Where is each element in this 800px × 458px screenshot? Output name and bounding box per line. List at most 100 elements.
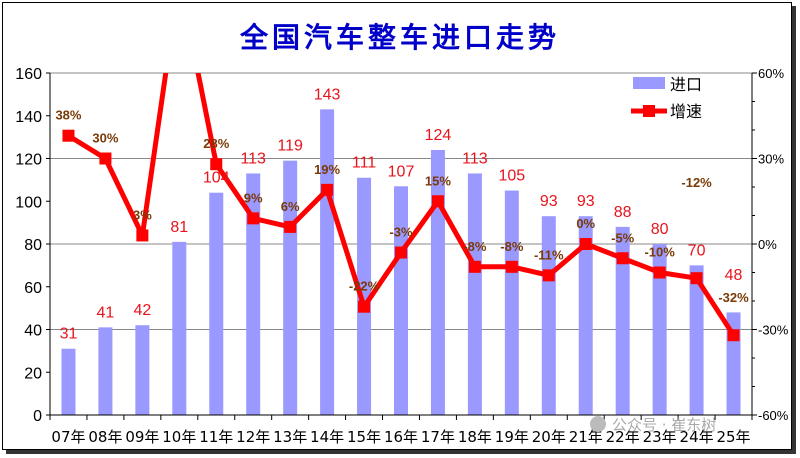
bar-value-label: 88	[614, 204, 632, 221]
chart-title: 全国汽车整车进口走势	[239, 21, 560, 54]
x-tick-label: 19年	[495, 428, 529, 446]
growth-value-label: -32%	[718, 290, 749, 305]
bar-value-label: 107	[388, 163, 415, 180]
y-tick-label: 100	[15, 194, 42, 211]
x-tick-label: 22年	[606, 428, 640, 446]
x-tick-label: 10年	[162, 428, 196, 446]
growth-value-label: -3%	[389, 225, 413, 240]
legend-bar-swatch	[633, 77, 665, 89]
y-right-tick-label: -30%	[758, 323, 789, 338]
x-tick-label: 15年	[347, 428, 381, 446]
y-tick-label: 0	[33, 408, 42, 425]
growth-marker	[616, 252, 629, 265]
growth-marker	[321, 183, 334, 196]
y-right-tick-label: 30%	[758, 152, 784, 167]
x-tick-label: 11年	[199, 428, 233, 446]
bar	[246, 173, 261, 415]
y-right-tick-label: -60%	[758, 408, 789, 423]
growth-marker	[468, 260, 481, 273]
y-tick-label: 20	[24, 365, 42, 382]
x-tick-label: 08年	[88, 428, 122, 446]
bar-value-label: 113	[462, 150, 488, 167]
bar-value-label: 111	[352, 155, 376, 172]
x-tick-label: 16年	[384, 428, 418, 446]
bar-value-label: 93	[577, 193, 595, 210]
bar-value-label: 93	[540, 193, 558, 210]
legend-label-import: 进口	[670, 75, 702, 94]
growth-marker	[62, 129, 75, 142]
growth-marker	[579, 238, 592, 250]
y-tick-label: 80	[24, 237, 42, 254]
bar-value-label: 124	[425, 127, 452, 144]
x-tick-label: 25年	[716, 428, 750, 446]
bar	[61, 348, 76, 415]
bar-value-label: 41	[97, 304, 115, 321]
legend-label-growth: 增速	[670, 102, 702, 121]
bar-value-label: 119	[277, 138, 303, 155]
growth-marker	[358, 300, 371, 313]
x-tick-label: 09年	[125, 428, 159, 446]
growth-marker	[99, 152, 112, 165]
growth-value-label: 30%	[92, 131, 118, 146]
bar	[615, 226, 630, 415]
bar-value-label: 113	[240, 150, 266, 167]
bar	[394, 186, 408, 415]
growth-value-label: 3%	[133, 207, 152, 222]
growth-marker	[395, 246, 407, 259]
y-tick-label: 60	[24, 280, 42, 297]
growth-marker	[431, 195, 444, 208]
bar	[430, 149, 445, 415]
bar-value-label: 42	[133, 302, 151, 319]
growth-value-label: -12%	[681, 175, 712, 190]
x-tick-label: 07年	[51, 428, 85, 446]
growth-marker	[136, 229, 149, 242]
growth-value-label: -22%	[349, 279, 380, 294]
growth-value-label: 6%	[281, 199, 300, 214]
watermark: 公众号 · 崔东树	[612, 416, 716, 434]
bar-value-label: 104	[203, 170, 230, 187]
y-right-tick-label: 60%	[758, 66, 784, 81]
growth-line-group	[62, 73, 740, 342]
y-tick-label: 160	[15, 66, 42, 83]
wechat-icon	[590, 416, 606, 432]
growth-value-label: 0%	[576, 216, 595, 231]
bar-value-label: 70	[688, 242, 706, 259]
bar	[135, 325, 150, 415]
bar-value-label: 80	[651, 221, 669, 238]
growth-value-label: -8%	[500, 239, 524, 254]
growth-marker	[542, 269, 555, 282]
y-tick-label: 120	[15, 152, 42, 169]
growth-value-label: 38%	[55, 108, 81, 123]
x-tick-label: 17年	[421, 428, 455, 446]
growth-marker	[727, 329, 740, 342]
x-tick-label: 18年	[458, 428, 492, 446]
x-tick-label: 24年	[680, 428, 714, 446]
bar	[172, 241, 187, 415]
x-tick-label: 12年	[236, 428, 270, 446]
growth-value-label: 28%	[203, 136, 229, 151]
bar-value-label: 105	[498, 168, 525, 185]
growth-value-label: -5%	[611, 230, 635, 245]
growth-value-label: 15%	[425, 173, 451, 188]
y-tick-label: 40	[24, 323, 42, 340]
bar-value-label: 31	[60, 326, 78, 343]
bar	[652, 244, 667, 415]
legend-line-marker	[643, 105, 655, 117]
growth-value-label: -11%	[534, 247, 564, 262]
bar-value-label: 48	[725, 267, 743, 284]
y-right-tick-label: 0%	[758, 237, 777, 252]
growth-marker	[247, 212, 260, 225]
bar	[209, 192, 224, 415]
x-tick-label: 13年	[273, 428, 307, 446]
growth-marker	[690, 272, 703, 285]
bar	[578, 216, 593, 415]
growth-marker	[505, 260, 518, 273]
x-tick-label: 23年	[643, 428, 677, 446]
bar-value-label: 143	[314, 86, 341, 103]
x-tick-label: 20年	[532, 428, 566, 446]
growth-marker	[284, 220, 297, 233]
growth-marker	[653, 266, 666, 279]
bar	[320, 109, 335, 416]
growth-value-label: 9%	[244, 190, 263, 205]
bar	[98, 327, 113, 415]
